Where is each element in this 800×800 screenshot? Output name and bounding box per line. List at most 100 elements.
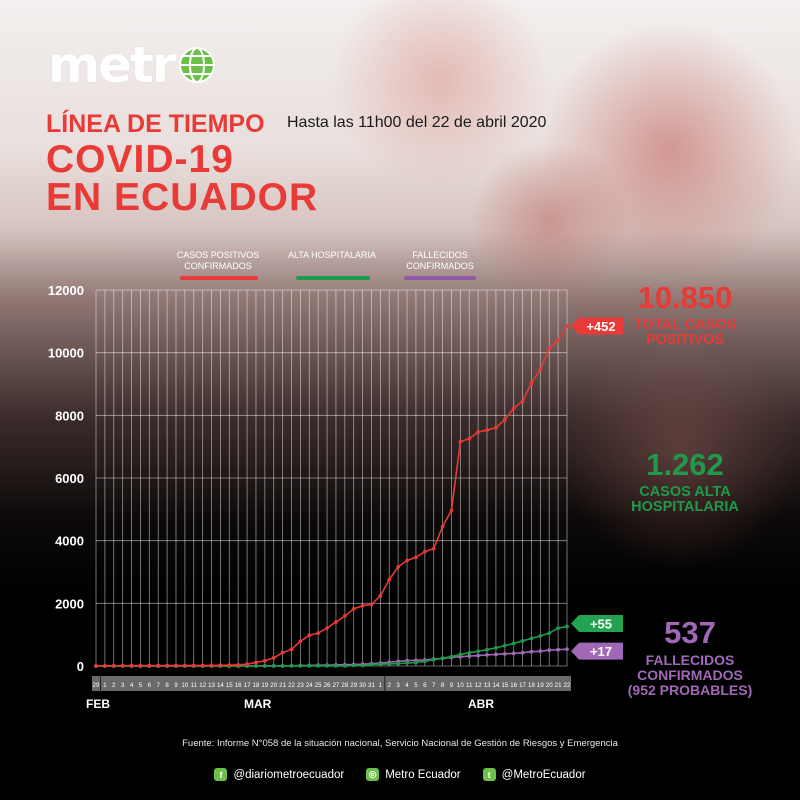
deaths-point [467,654,472,659]
facebook-handle: @diariometroecuador [233,768,345,781]
deaths-point [547,648,552,653]
x-tick-label: 11 [191,682,198,689]
legend-cases-swatch [180,276,258,280]
x-tick-label: 9 [174,682,178,689]
discharged-point [414,660,418,665]
twitter-handle: @MetroEcuador [501,768,586,781]
source-note: Fuente: Informe N°058 de la situación na… [182,738,618,749]
cases-point [378,593,383,598]
x-tick-label: 13 [484,682,491,689]
chart-grid [95,289,568,667]
deaths-point [511,651,516,656]
x-tick-label: 3 [396,682,400,689]
x-tick-label: 17 [244,682,251,689]
discharged-point [254,664,258,668]
instagram-link[interactable]: ◎ Metro Ecuador [366,768,461,781]
chart-badges: +17 +55 +452 [571,317,623,660]
deaths-point [494,652,498,657]
x-tick-label: 24 [306,682,313,689]
cases-point [165,663,169,668]
x-axis: 29 1 2 3 4 5 6 7 8 9 10 11 12 13 14 15 16 17 18 19 20 21 22 23 2… [92,676,571,691]
x-tick-label: 22 [564,682,571,689]
deaths-total: 537 [664,615,716,650]
cases-point [422,549,427,554]
instagram-icon: ◎ [366,768,380,781]
x-axis-strip [92,676,571,691]
cases-point [271,655,276,660]
cases-point [174,663,178,668]
discharged-point [485,647,489,652]
x-tick-label: 30 [359,682,366,689]
x-tick-label: 28 [341,682,348,689]
cases-point [218,663,223,668]
cases-point [387,577,392,582]
x-tick-label: 27 [332,682,339,689]
deaths-line [96,648,568,667]
deaths-point [502,651,507,656]
x-tick-label: 6 [148,682,152,689]
discharged-point [396,661,401,666]
x-tick-label: 29 [93,682,100,689]
cases-point [191,663,196,668]
y-tick-label: 0 [77,659,84,674]
x-tick-label: 8 [441,682,445,689]
discharged-point [369,662,374,667]
discharged-point [351,663,356,668]
globe-icon [178,47,215,83]
cases-point [494,425,498,430]
cases-point [458,439,463,444]
x-tick-label: 2 [112,682,116,689]
facebook-link[interactable]: f @diariometroecuador [214,768,344,781]
discharged-point [520,639,525,643]
deaths-point [565,647,569,652]
legend-deaths-swatch [404,276,476,280]
deaths-point [520,650,525,655]
x-tick-label: 18 [253,682,260,689]
x-tick-label: 29 [350,682,357,689]
discharged-point [387,662,392,666]
x-tick-label: 13 [208,682,215,689]
x-tick-label: 5 [414,682,418,689]
discharged-point [494,645,498,650]
discharged-point [360,663,365,668]
x-tick-label: 25 [315,682,322,689]
x-tick-label: 17 [519,682,526,689]
twitter-link[interactable]: t @MetroEcuador [482,768,586,781]
x-tick-label: 26 [324,682,331,689]
cases-point [440,524,445,529]
cases-point [262,658,267,663]
cases-point [147,663,152,668]
discharged-label-1: CASOS ALTA [639,484,731,500]
x-tick-label: 12 [199,682,206,689]
cases-point [538,367,543,372]
deaths-label-1: FALLECIDOS [645,652,735,668]
discharged-point [298,664,303,668]
discharged-point [280,664,285,668]
legend-cases: CASOS POSITIVOS CONFIRMADOS [176,250,260,271]
x-tick-label: 20 [546,682,553,689]
discharged-badge [571,614,623,632]
cases-point [547,346,552,351]
discharged-point [262,664,267,668]
x-tick-label: 14 [217,682,224,689]
y-tick-label: 2000 [55,596,84,611]
discharged-point [556,626,561,631]
x-tick-label: 2 [388,682,392,689]
discharged-point [529,636,534,641]
discharged-point [289,664,294,668]
instagram-handle: Metro Ecuador [385,768,461,781]
discharged-point [440,656,445,661]
x-tick-label: 23 [297,682,304,689]
x-tick-label: 21 [555,682,562,689]
cases-label-1: TOTAL CASOS [633,317,737,333]
x-tick-label: 11 [466,682,473,689]
x-tick-label: 15 [226,682,233,689]
x-tick-label: 16 [510,682,517,689]
cases-point [209,663,214,668]
cases-line [95,325,568,667]
x-tick-label: 1 [379,682,383,689]
deaths-label-2: CONFIRMADOS [637,667,743,683]
discharged-point [511,641,516,646]
